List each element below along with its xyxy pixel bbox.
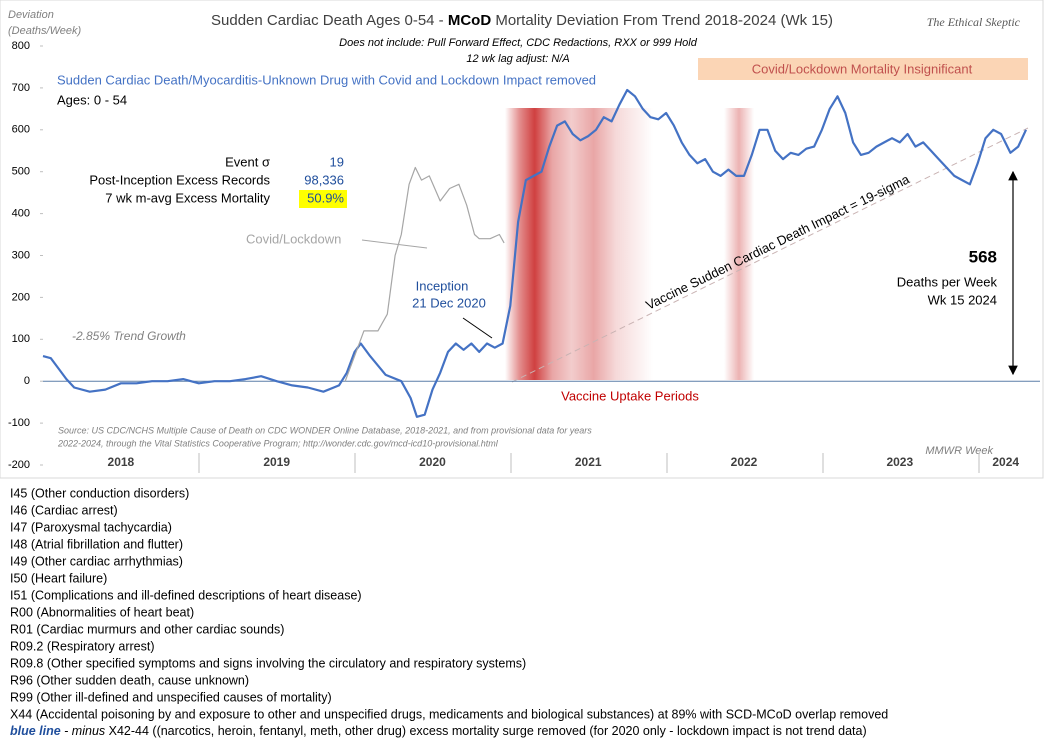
note: -2.85% Trend Growth [72,329,186,343]
highlight [299,190,347,208]
uptake-band [724,108,754,380]
stat-label: 7 wk m-avg Excess Mortality [105,190,270,205]
y-tick-label: -200 [8,459,30,471]
x-tick-label: 2024 [992,455,1019,469]
note: Covid/Lockdown Mortality Insignificant [752,61,973,76]
stat-label: Event σ [225,154,270,169]
inception: Inception [416,278,469,293]
current-label: Deaths per Week [897,274,998,289]
code-item: R09.2 (Respiratory arrest) [10,639,155,653]
code-item: I50 (Heart failure) [10,571,107,585]
note-line: blue line - minus X42-44 ((narcotics, he… [10,724,867,738]
code-item: I45 (Other conduction disorders) [10,486,189,500]
code-item: R96 (Other sudden death, cause unknown) [10,673,249,687]
x-tick-label: 2021 [575,455,602,469]
series-label: Sudden Cardiac Death/Myocarditis-Unknown… [57,72,596,87]
note-box [698,58,1028,80]
x-tick-label: 2019 [263,455,290,469]
y-label: (Deaths/Week) [8,25,81,37]
y-label: Deviation [8,9,54,21]
inception: 21 Dec 2020 [412,295,486,310]
code-item: R01 (Cardiac murmurs and other cardiac s… [10,622,284,636]
series-line [42,88,1027,418]
source: Source: US CDC/NCHS Multiple Cause of De… [58,425,592,435]
y-tick-label: 700 [12,82,30,94]
x-note: MMWR Week [925,445,993,457]
connector [361,239,428,249]
title-part: Sudden Cardiac Death Ages 0-54 - [211,12,448,29]
x-tick-label: 2023 [886,455,913,469]
frame [0,0,1044,479]
x-tick-label: 2018 [108,455,135,469]
stat-value: 98,336 [304,172,344,187]
y-tick-label: 0 [24,375,30,387]
code-item: I51 (Complications and ill-defined descr… [10,588,362,602]
impact-line [511,127,1029,383]
code-item: R09.8 (Other specified symptoms and sign… [10,656,526,670]
code-item: R99 (Other ill-defined and unspecified c… [10,690,332,704]
y-tick-label: 800 [12,40,30,52]
code-item: R00 (Abnormalities of heart beat) [10,605,194,619]
code-item: I48 (Atrial fibrillation and flutter) [10,537,183,551]
age-label: Ages: 0 - 54 [57,92,127,107]
y-tick-label: 200 [12,291,30,303]
y-tick-label: 300 [12,249,30,261]
note-lead-rest: - minus [61,724,105,738]
stat-value: 19 [330,154,344,169]
impact-note: Vaccine Sudden Cardiac Death Impact = 19… [643,171,912,313]
note-text: X42-44 ((narcotics, heroin, fentanyl, me… [105,724,866,738]
uptake-band [505,108,653,380]
current-label: Wk 15 2024 [928,292,997,307]
subtitle: Does not include: Pull Forward Effect, C… [339,37,698,49]
y-tick-label: 600 [12,124,30,136]
x-tick-label: 2022 [731,455,758,469]
connector [462,317,493,339]
code-item: I47 (Paroxysmal tachycardia) [10,520,172,534]
brand: The Ethical Skeptic [927,15,1021,29]
series-label: Covid/Lockdown [246,231,341,246]
y-tick-label: 100 [12,333,30,345]
stat-value: 50.9% [307,190,344,205]
y-tick-label: -100 [8,417,30,429]
subtitle: 12 wk lag adjust: N/A [466,53,569,65]
title-part: MCoD [448,12,491,29]
stat-label: Post-Inception Excess Records [89,172,270,187]
code-item: X44 (Accidental poisoning by and exposur… [10,707,888,721]
series-line [344,166,505,382]
y-tick-label: 400 [12,208,30,220]
note: Vaccine Uptake Periods [561,388,699,403]
x-tick-label: 2020 [419,455,446,469]
y-tick-label: 500 [12,166,30,178]
chart-title: Sudden Cardiac Death Ages 0-54 - MCoD Mo… [211,12,833,29]
title-part: Mortality Deviation From Trend 2018-2024… [491,12,833,29]
code-item: I46 (Cardiac arrest) [10,503,118,517]
source: 2022-2024, through the Vital Statistics … [57,438,499,448]
current-value: 568 [969,247,997,266]
note-lead: blue line [10,724,61,738]
code-item: I49 (Other cardiac arrhythmias) [10,554,183,568]
